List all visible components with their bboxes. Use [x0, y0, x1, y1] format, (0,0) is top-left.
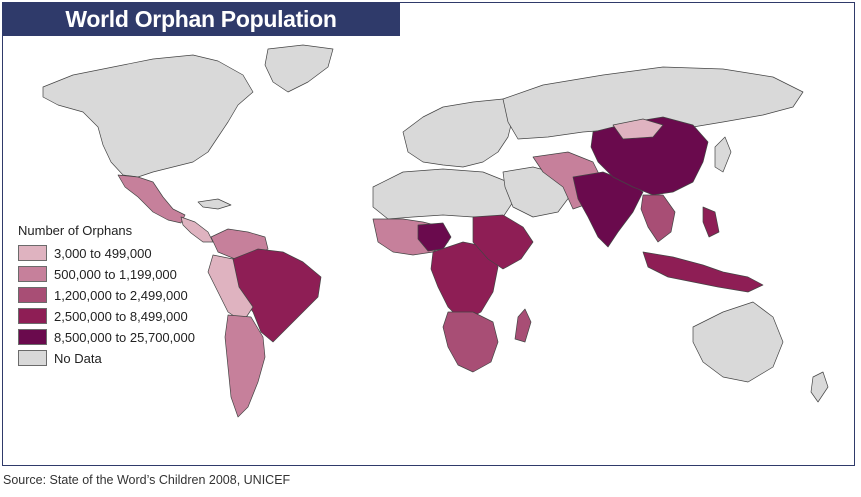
region-caribbean: [197, 198, 232, 210]
region-russia: [502, 66, 804, 140]
region-southern-cone: [224, 314, 266, 418]
region-mongolia: [612, 118, 664, 140]
region-madagascar: [514, 308, 532, 343]
map-legend: Number of Orphans 3,000 to 499,000 500,0…: [18, 223, 195, 369]
region-north-africa: [372, 168, 514, 220]
region-greenland: [264, 44, 334, 93]
legend-item: 2,500,000 to 8,499,000: [18, 306, 195, 326]
region-southeast-asia: [640, 194, 676, 243]
legend-label: 500,000 to 1,199,000: [54, 266, 177, 282]
legend-label: 1,200,000 to 2,499,000: [54, 287, 188, 303]
legend-swatch: [18, 308, 47, 324]
legend-swatch: [18, 350, 47, 366]
region-new-zealand: [810, 371, 829, 403]
legend-label: No Data: [54, 350, 102, 366]
legend-label: 3,000 to 499,000: [54, 245, 152, 261]
legend-item: 500,000 to 1,199,000: [18, 264, 195, 284]
region-japan: [714, 136, 732, 173]
region-australia: [692, 301, 784, 383]
legend-swatch: [18, 245, 47, 261]
region-north-america: [42, 54, 254, 178]
region-indonesia: [642, 251, 764, 293]
region-philippines: [702, 206, 720, 238]
region-east-africa: [472, 214, 534, 270]
legend-item: No Data: [18, 348, 195, 368]
legend-title: Number of Orphans: [18, 223, 133, 238]
legend-item: 1,200,000 to 2,499,000: [18, 285, 195, 305]
region-mexico: [117, 174, 186, 224]
region-europe: [402, 98, 514, 168]
region-china: [590, 116, 709, 196]
legend-label: 2,500,000 to 8,499,000: [54, 308, 188, 324]
region-southern-africa: [442, 311, 499, 373]
region-central-america: [180, 216, 214, 243]
legend-swatch: [18, 266, 47, 282]
legend-item: 8,500,000 to 25,700,000: [18, 327, 195, 347]
legend-swatch: [18, 287, 47, 303]
legend-swatch: [18, 329, 47, 345]
source-note: Source: State of the Word’s Children 200…: [3, 473, 291, 487]
map-title: World Orphan Population: [2, 2, 400, 36]
legend-label: 8,500,000 to 25,700,000: [54, 329, 195, 345]
legend-item: 3,000 to 499,000: [18, 243, 195, 263]
world-map: [42, 44, 829, 418]
